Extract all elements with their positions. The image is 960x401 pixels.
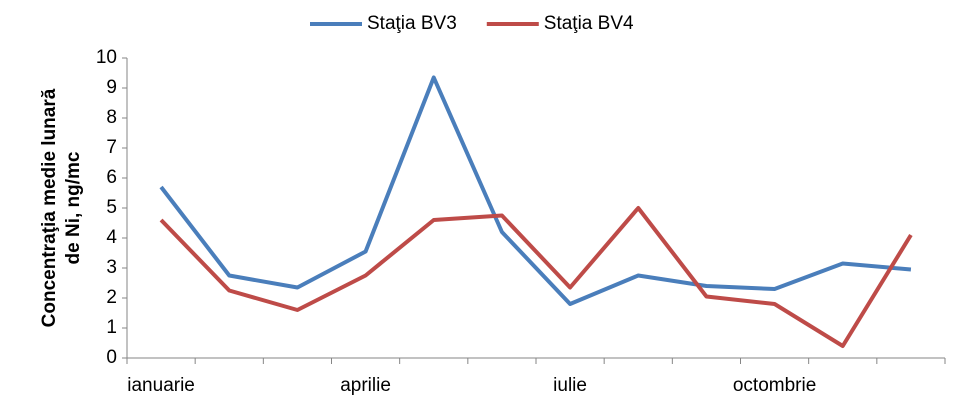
- y-tick-label: 2: [106, 287, 117, 308]
- y-tick-label: 9: [106, 77, 117, 98]
- y-tick-label: 5: [106, 197, 117, 218]
- y-label-line: de Ni, ng/mc: [63, 151, 84, 264]
- x-tick-label: aprilie: [340, 375, 391, 396]
- y-tick-label: 8: [106, 107, 117, 128]
- y-tick-label: 7: [106, 137, 117, 158]
- y-tick-label: 3: [106, 257, 117, 278]
- x-tick-label: ianuarie: [127, 375, 195, 396]
- y-label-line: Concentraţia medie lunară: [39, 88, 60, 327]
- y-tick-label: 10: [96, 47, 117, 68]
- y-tick-label: 4: [106, 227, 117, 248]
- x-tick-label: iulie: [553, 375, 587, 396]
- x-tick-label: octombrie: [733, 375, 816, 396]
- y-tick-label: 0: [106, 347, 117, 368]
- y-label: Concentraţia medie lunară de Ni, ng/mc: [39, 88, 84, 327]
- series-line: [159, 75, 912, 306]
- series-line: [159, 206, 913, 348]
- legend-label: Staţia BV3: [367, 13, 457, 34]
- y-tick-label: 6: [106, 167, 117, 188]
- legend-label: Staţia BV4: [544, 13, 634, 34]
- y-tick-label: 1: [106, 317, 117, 338]
